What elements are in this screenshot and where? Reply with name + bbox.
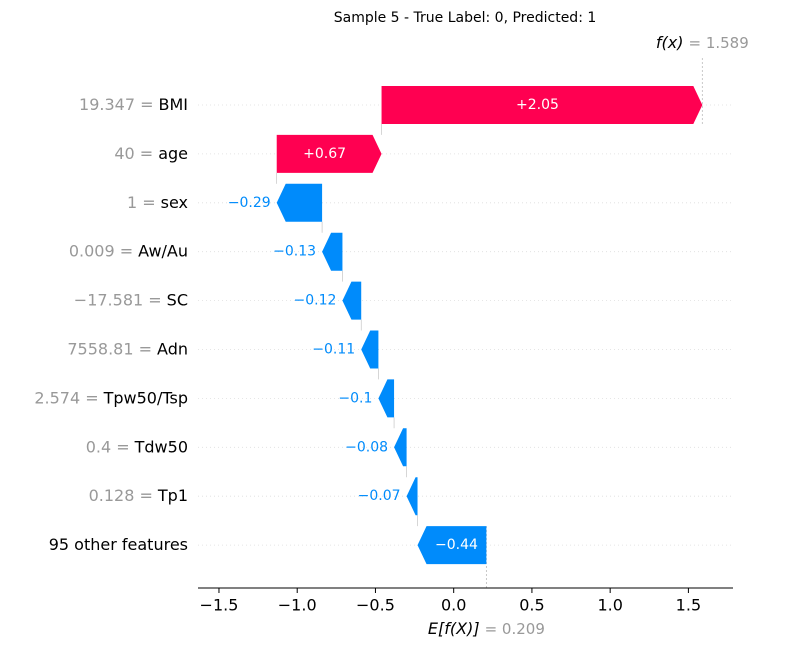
feature-label: 0.4 = Tdw50 (86, 437, 188, 456)
contribution-bar (342, 281, 362, 320)
contribution-bar (276, 183, 323, 222)
feature-value: 7558.81 = (67, 339, 152, 358)
feature-name: sex (161, 192, 188, 211)
feature-name: Tp1 (157, 486, 188, 505)
x-tick-label: −0.5 (356, 596, 395, 615)
feature-label: 0.128 = Tp1 (89, 486, 188, 505)
feature-label: 1 = sex (127, 192, 188, 211)
output-value-label: = 1.589 (688, 34, 748, 52)
value-label: −0.11 (312, 342, 355, 358)
feature-value: 1 = (127, 192, 156, 211)
contribution-bar (406, 477, 418, 516)
feature-value: 2.574 = (34, 388, 98, 407)
feature-name: Adn (157, 339, 188, 358)
feature-label: 2.574 = Tpw50/Tsp (34, 388, 188, 407)
x-tick-label: −1.0 (278, 596, 317, 615)
value-label: −0.07 (358, 488, 401, 504)
feature-name: Tdw50 (134, 437, 188, 456)
feature-name: 95 other features (49, 535, 188, 554)
feature-value: 19.347 = (79, 95, 153, 114)
contribution-bar (417, 526, 487, 565)
value-label: −0.13 (273, 244, 316, 260)
value-label: +0.67 (303, 146, 346, 162)
feature-value: 0.4 = (86, 437, 130, 456)
base-annotation: E[f(X)] = 0.209 (428, 619, 545, 638)
x-tick-label: 1.5 (676, 596, 701, 615)
feature-name: BMI (159, 95, 189, 114)
value-label: −0.12 (294, 293, 337, 309)
contribution-bar (276, 134, 382, 173)
x-tick-label: −1.5 (200, 596, 239, 615)
value-label: −0.29 (228, 195, 271, 211)
feature-value: 0.009 = (69, 241, 133, 260)
feature-name: Tpw50/Tsp (103, 388, 188, 407)
contribution-bar (394, 428, 407, 467)
feature-value: 40 = (114, 143, 153, 162)
feature-value: 0.128 = (89, 486, 153, 505)
feature-name: age (158, 143, 188, 162)
chart-title: Sample 5 - True Label: 0, Predicted: 1 (334, 10, 597, 26)
x-tick-label: 1.0 (597, 596, 622, 615)
value-label: +2.05 (516, 97, 559, 113)
base-value-label: = 0.209 (485, 620, 545, 638)
output-label: f(x) (656, 33, 684, 52)
feature-label: 40 = age (114, 143, 188, 162)
feature-label: 7558.81 = Adn (67, 339, 188, 358)
contribution-bar (381, 86, 703, 124)
feature-label: 0.009 = Aw/Au (69, 241, 188, 260)
value-label: −0.08 (345, 439, 388, 455)
feature-name: SC (167, 290, 188, 309)
contribution-bar (361, 330, 379, 369)
output-annotation: f(x) = 1.589 (656, 33, 749, 52)
x-tick-label: 0.5 (519, 596, 544, 615)
x-tick-label: 0.0 (441, 596, 466, 615)
feature-label: 95 other features (49, 535, 188, 554)
value-label: −0.44 (435, 537, 478, 553)
value-label: −0.1 (338, 390, 372, 406)
contribution-bar (322, 232, 343, 271)
feature-label: 19.347 = BMI (79, 95, 188, 114)
feature-label: −17.581 = SC (74, 290, 188, 309)
feature-value: −17.581 = (74, 290, 162, 309)
contribution-bar (378, 379, 395, 418)
feature-name: Aw/Au (138, 241, 188, 260)
base-label: E[f(X)] (428, 619, 480, 638)
